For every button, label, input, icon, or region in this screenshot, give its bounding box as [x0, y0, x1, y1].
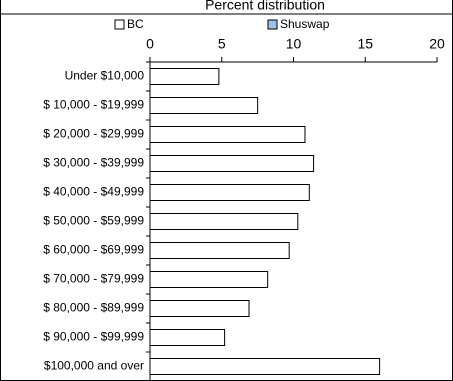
x-tick-label: 10	[286, 36, 302, 52]
y-tick-label: $ 40,000 - $49,999	[43, 185, 144, 199]
bar	[149, 68, 220, 85]
y-tick-label: $ 20,000 - $29,999	[43, 127, 144, 141]
x-tick-label: 0	[146, 36, 154, 52]
legend-swatch	[267, 19, 278, 30]
bar	[149, 155, 315, 172]
y-tick-label: Under $10,000	[65, 69, 145, 83]
bar	[149, 242, 290, 259]
legend-label: BC	[127, 17, 144, 31]
bar	[149, 271, 269, 288]
legend-label: Shuswap	[280, 17, 330, 31]
y-tick-label: $ 50,000 - $59,999	[43, 214, 144, 228]
x-tick-label: 15	[357, 36, 373, 52]
y-tick-label: $ 90,000 - $99,999	[43, 330, 144, 344]
x-tick-label: 5	[218, 36, 226, 52]
bar	[149, 97, 259, 114]
bar	[149, 358, 381, 375]
y-tick-label: $ 30,000 - $39,999	[43, 156, 144, 170]
y-tick-label: $ 60,000 - $69,999	[43, 243, 144, 257]
bar	[149, 329, 226, 346]
y-tick-label: $100,000 and over	[44, 359, 144, 373]
x-tick-label: 20	[429, 36, 445, 52]
y-tick-label: $ 10,000 - $19,999	[43, 98, 144, 112]
bar	[149, 300, 250, 317]
bar	[149, 184, 310, 201]
legend-swatch	[114, 19, 125, 30]
bar	[149, 126, 306, 143]
y-tick-label: $ 80,000 - $89,999	[43, 301, 144, 315]
y-tick-label: $ 70,000 - $79,999	[43, 272, 144, 286]
chart-title: Percent distribution	[205, 0, 325, 13]
bar	[149, 213, 299, 230]
